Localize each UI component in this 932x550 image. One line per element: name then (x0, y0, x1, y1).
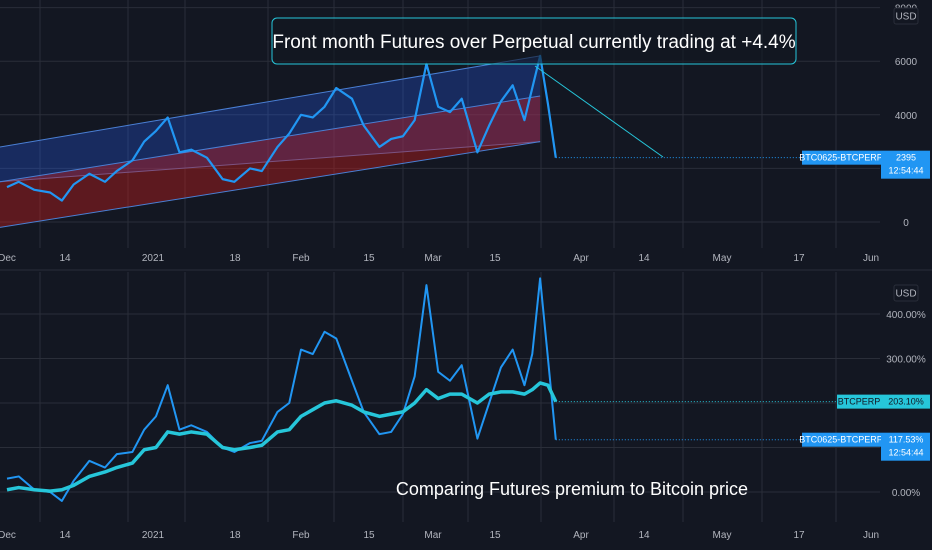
x-tick-label: May (713, 253, 732, 264)
bottom-time-axis[interactable]: Dec 14 2021 18 Feb 15 Mar 15 Apr 14 May 17 Jun (0, 530, 879, 541)
currency-badge-label: USD (895, 289, 916, 300)
bottom-price-axis[interactable]: 400.00% 300.00% 0.00% USD BTCPERP 203.10% BTC0… (555, 272, 932, 522)
annotation-callout[interactable]: Front month Futures over Perpetual curre… (271, 17, 797, 158)
series-name-tag-label: BTC0625-BTCPERP (799, 435, 883, 445)
series-name-tag (802, 150, 881, 165)
x-tick-label: 17 (793, 530, 805, 541)
top-pane[interactable]: 80006000400020000USDBTC0625-BTCPERP23951… (0, 0, 932, 264)
countdown-label: 12:54:44 (888, 166, 923, 176)
x-tick-label: May (713, 530, 732, 541)
x-tick-label: Dec (0, 530, 16, 541)
x-tick-label: 14 (59, 253, 71, 264)
x-tick-label: 14 (59, 530, 71, 541)
series-name-tag (837, 394, 881, 409)
annotation-box (271, 17, 797, 65)
y-tick-label: 4000 (895, 111, 918, 122)
series-name-tag-label: BTCPERP (838, 397, 881, 407)
x-tick-label: 15 (363, 253, 375, 264)
x-tick-label: Apr (573, 253, 589, 264)
x-tick-label: 17 (793, 253, 805, 264)
last-value-label: 2395 (896, 153, 916, 163)
x-tick-label: Mar (424, 530, 442, 541)
x-tick-label: Feb (292, 530, 310, 541)
x-tick-label: Jun (863, 253, 879, 264)
x-tick-label: Mar (424, 253, 442, 264)
x-tick-label: Apr (573, 530, 589, 541)
y-tick-label: 400.00% (886, 310, 926, 321)
currency-badge (893, 284, 919, 302)
last-value-tag (881, 394, 930, 409)
y-tick-label: 6000 (895, 57, 918, 68)
lower-channel-edge-bottom (0, 141, 541, 228)
x-tick-label: Jun (863, 530, 879, 541)
countdown-label: 12:54:44 (888, 448, 923, 458)
bottom-pane[interactable]: 400.00% 300.00% 0.00% USD BTCPERP 203.10% BTC0… (0, 272, 932, 541)
last-value-label: 117.53% (889, 435, 924, 445)
upper-channel (0, 55, 541, 182)
lower-channel (0, 96, 541, 228)
y-tick-label: 0 (903, 218, 909, 229)
annotation-pointer (534, 65, 664, 158)
series-name-tag-label: BTC0625-BTCPERP (799, 153, 883, 163)
caption-text: Comparing Futures premium to Bitcoin pri… (396, 479, 748, 499)
currency-badge-label: USD (895, 12, 916, 23)
top-channels (0, 55, 541, 228)
bottom-series (6, 277, 558, 502)
x-tick-label: 18 (229, 253, 241, 264)
y-tick-label: 300.00% (886, 355, 926, 366)
annotation-text: Front month Futures over Perpetual curre… (272, 32, 795, 53)
x-tick-label: Feb (292, 253, 310, 264)
top-price-axis[interactable]: 80006000400020000USDBTC0625-BTCPERP23951… (555, 0, 932, 248)
top-time-axis[interactable]: Dec 14 2021 18 Feb 15 Mar 15 Apr 14 May 17 Jun (0, 253, 879, 264)
x-tick-label: 15 (489, 253, 501, 264)
y-tick-label: 0.00% (892, 488, 920, 499)
last-value-tag (881, 432, 930, 461)
series-name-tag (802, 432, 881, 447)
last-value-label: 203.10% (888, 397, 924, 407)
x-tick-label: 18 (229, 530, 241, 541)
upper-channel-edge-top (0, 55, 541, 148)
x-tick-label: Dec (0, 253, 16, 264)
top-series (6, 54, 557, 202)
currency-badge (893, 7, 919, 25)
x-tick-label: 15 (489, 530, 501, 541)
price-axis-bg (881, 0, 932, 248)
x-tick-label: 14 (638, 530, 650, 541)
x-tick-label: 15 (363, 530, 375, 541)
x-tick-label: 2021 (142, 253, 165, 264)
last-value-tag (881, 150, 930, 179)
x-tick-label: 14 (638, 253, 650, 264)
x-tick-label: 2021 (142, 530, 165, 541)
